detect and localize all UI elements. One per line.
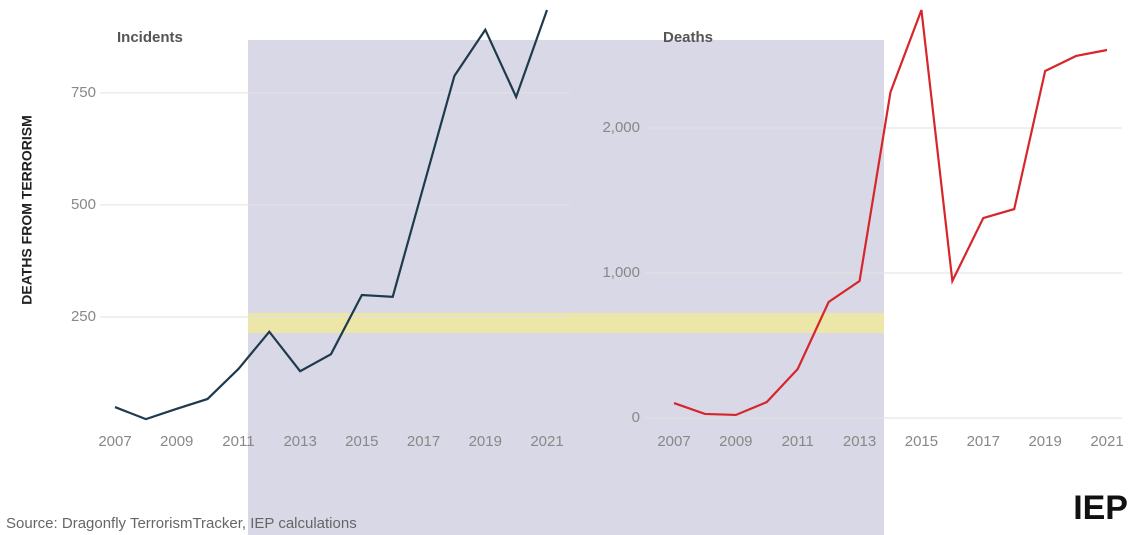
watermark [248,40,884,535]
y-tick-label: 1,000 [602,264,640,281]
x-tick-label: 2013 [843,433,876,450]
x-tick-label: 2021 [1090,433,1123,450]
x-tick-label: 2015 [905,433,938,450]
data-line [673,9,1108,417]
x-tick-label: 2009 [160,433,193,450]
panel-title: Incidents [117,29,183,46]
y-tick-label: 500 [71,196,96,213]
x-tick-label: 2021 [530,433,563,450]
x-tick-label: 2013 [283,433,316,450]
panel-title: Deaths [663,29,713,46]
logo: IEP [1073,489,1128,527]
x-tick-label: 2019 [1028,433,1061,450]
data-line [114,9,549,421]
x-tick-label: 2007 [98,433,131,450]
source: Source: Dragonfly TerrorismTracker, IEP … [6,515,357,532]
y-tick-label: 750 [71,84,96,101]
x-tick-label: 2015 [345,433,378,450]
x-tick-label: 2017 [967,433,1000,450]
y-axis-title: DEATHS FROM TERRORISM [19,115,35,305]
x-tick-label: 2017 [407,433,440,450]
x-tick-label: 2011 [782,433,814,450]
y-tick-label: 2,000 [602,119,640,136]
y-tick-label: 250 [71,308,96,325]
x-tick-label: 2007 [657,433,690,450]
x-tick-label: 2009 [719,433,752,450]
y-tick-label: 0 [632,409,640,426]
watermark-band [248,313,884,333]
x-tick-label: 2019 [469,433,502,450]
x-tick-label: 2011 [222,433,254,450]
